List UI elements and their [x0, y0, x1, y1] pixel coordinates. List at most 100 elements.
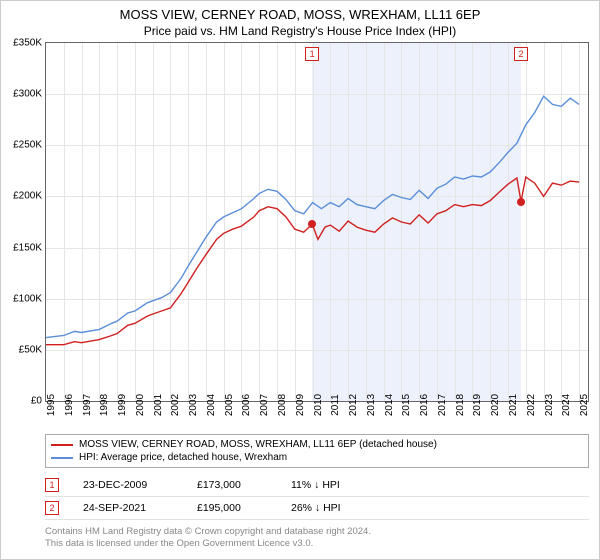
sale-marker-dot — [308, 220, 316, 228]
y-axis-tick-label: £50K — [19, 344, 42, 355]
y-axis-tick-label: £350K — [13, 38, 42, 49]
x-axis-tick-label: 2013 — [366, 394, 377, 416]
gridline-v — [135, 43, 136, 401]
gridline-h — [46, 145, 588, 146]
sale-date: 23-DEC-2009 — [83, 479, 173, 491]
x-axis-tick-label: 2003 — [188, 394, 199, 416]
x-axis-tick-label: 1997 — [82, 394, 93, 416]
x-axis-tick-label: 2023 — [544, 394, 555, 416]
gridline-v — [472, 43, 473, 401]
gridline-h — [46, 350, 588, 351]
x-axis-tick-label: 1999 — [117, 394, 128, 416]
x-axis-tick-label: 2000 — [135, 394, 146, 416]
x-axis-tick-label: 2012 — [348, 394, 359, 416]
x-axis-tick-label: 2007 — [259, 394, 270, 416]
gridline-v — [64, 43, 65, 401]
sales-table: 1 23-DEC-2009 £173,000 11% ↓ HPI 2 24-SEP-202… — [45, 474, 589, 520]
gridline-v — [544, 43, 545, 401]
y-axis-tick-label: £0 — [31, 396, 42, 407]
gridline-v — [330, 43, 331, 401]
sale-date: 24-SEP-2021 — [83, 502, 173, 514]
legend-item: HPI: Average price, detached house, Wrex… — [51, 451, 583, 464]
gridline-h — [46, 196, 588, 197]
legend-swatch — [51, 457, 73, 459]
x-axis-tick-label: 2011 — [330, 394, 341, 416]
gridline-v — [561, 43, 562, 401]
gridline-v — [82, 43, 83, 401]
sale-row: 2 24-SEP-2021 £195,000 26% ↓ HPI — [45, 497, 589, 520]
legend-item: MOSS VIEW, CERNEY ROAD, MOSS, WREXHAM, L… — [51, 438, 583, 451]
y-axis-tick-label: £200K — [13, 191, 42, 202]
gridline-h — [46, 94, 588, 95]
gridline-v — [99, 43, 100, 401]
sale-row: 1 23-DEC-2009 £173,000 11% ↓ HPI — [45, 474, 589, 497]
gridline-v — [579, 43, 580, 401]
x-axis-tick-label: 1996 — [64, 394, 75, 416]
x-axis-tick-label: 2001 — [153, 394, 164, 416]
footer-line: Contains HM Land Registry data © Crown c… — [45, 526, 589, 538]
x-axis-tick-label: 2008 — [277, 394, 288, 416]
x-axis-tick-label: 2010 — [313, 394, 324, 416]
gridline-v — [188, 43, 189, 401]
x-axis-tick-label: 2020 — [490, 394, 501, 416]
sale-price: £195,000 — [197, 502, 267, 514]
x-axis-tick-label: 2004 — [206, 394, 217, 416]
gridline-v — [437, 43, 438, 401]
x-axis-tick-label: 2019 — [472, 394, 483, 416]
gridline-v — [526, 43, 527, 401]
gridline-v — [455, 43, 456, 401]
gridline-h — [46, 248, 588, 249]
x-axis-tick-label: 2025 — [579, 394, 590, 416]
x-axis-tick-label: 2009 — [295, 394, 306, 416]
legend-label: HPI: Average price, detached house, Wrex… — [79, 452, 287, 463]
gridline-v — [241, 43, 242, 401]
sale-price: £173,000 — [197, 479, 267, 491]
sale-diff: 11% ↓ HPI — [291, 479, 340, 491]
gridline-v — [384, 43, 385, 401]
y-axis-tick-label: £300K — [13, 89, 42, 100]
gridline-v — [153, 43, 154, 401]
gridline-v — [401, 43, 402, 401]
gridline-v — [295, 43, 296, 401]
gridline-v — [277, 43, 278, 401]
sale-marker-label: 2 — [514, 47, 528, 61]
gridline-v — [170, 43, 171, 401]
legend: MOSS VIEW, CERNEY ROAD, MOSS, WREXHAM, L… — [45, 434, 589, 468]
chart-plot-area: £0£50K£100K£150K£200K£250K£300K£350K1995… — [45, 42, 589, 402]
gridline-h — [46, 299, 588, 300]
gridline-v — [490, 43, 491, 401]
gridline-v — [348, 43, 349, 401]
footer-attribution: Contains HM Land Registry data © Crown c… — [45, 526, 589, 551]
x-axis-tick-label: 2016 — [419, 394, 430, 416]
sale-row-marker: 2 — [45, 501, 59, 515]
x-axis-tick-label: 2015 — [401, 394, 412, 416]
x-axis-tick-label: 2014 — [384, 394, 395, 416]
gridline-v — [206, 43, 207, 401]
x-axis-tick-label: 2006 — [241, 394, 252, 416]
gridline-v — [259, 43, 260, 401]
x-axis-tick-label: 1995 — [46, 394, 57, 416]
y-axis-tick-label: £100K — [13, 293, 42, 304]
sale-marker-label: 1 — [305, 47, 319, 61]
x-axis-tick-label: 2021 — [508, 394, 519, 416]
gridline-v — [419, 43, 420, 401]
y-axis-tick-label: £150K — [13, 242, 42, 253]
chart-title: MOSS VIEW, CERNEY ROAD, MOSS, WREXHAM, L… — [1, 1, 599, 22]
chart-subtitle: Price paid vs. HM Land Registry's House … — [1, 22, 599, 42]
x-axis-tick-label: 2005 — [224, 394, 235, 416]
legend-swatch — [51, 444, 73, 446]
x-axis-tick-label: 1998 — [99, 394, 110, 416]
gridline-v — [366, 43, 367, 401]
sale-marker-dot — [517, 198, 525, 206]
sale-diff: 26% ↓ HPI — [291, 502, 341, 514]
footer-line: This data is licensed under the Open Gov… — [45, 538, 589, 550]
x-axis-tick-label: 2017 — [437, 394, 448, 416]
x-axis-tick-label: 2024 — [561, 394, 572, 416]
legend-label: MOSS VIEW, CERNEY ROAD, MOSS, WREXHAM, L… — [79, 439, 437, 450]
x-axis-tick-label: 2018 — [455, 394, 466, 416]
x-axis-tick-label: 2002 — [170, 394, 181, 416]
gridline-v — [117, 43, 118, 401]
x-axis-tick-label: 2022 — [526, 394, 537, 416]
sale-row-marker: 1 — [45, 478, 59, 492]
y-axis-tick-label: £250K — [13, 140, 42, 151]
